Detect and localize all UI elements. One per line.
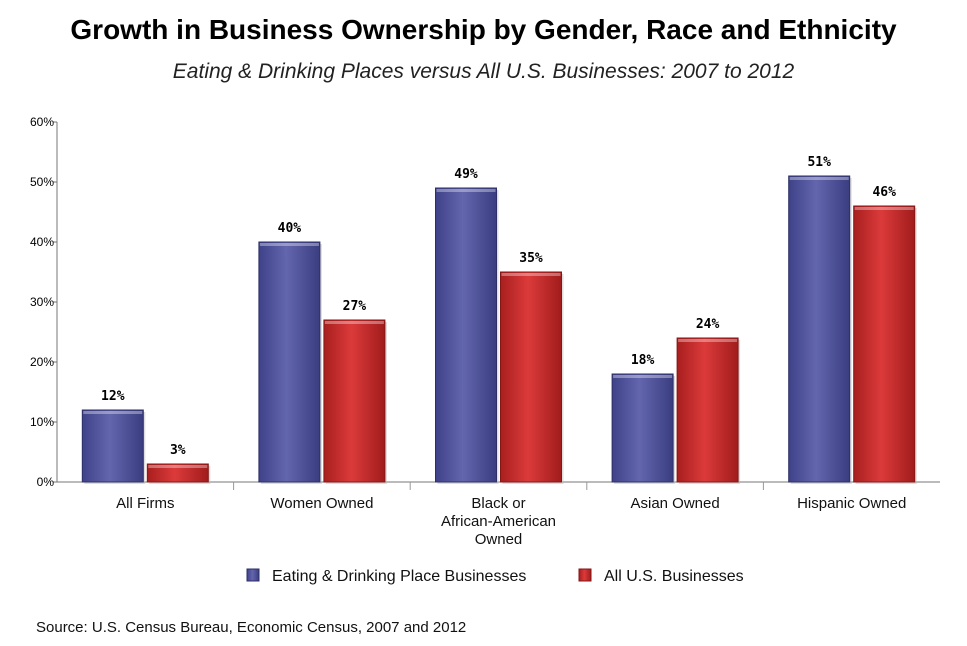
bar xyxy=(258,241,321,483)
bar xyxy=(853,205,916,483)
legend-label: All U.S. Businesses xyxy=(604,568,744,585)
x-category-label: Hispanic Owned xyxy=(797,495,906,512)
chart-subtitle: Eating & Drinking Places versus All U.S.… xyxy=(172,60,795,83)
data-label: 35% xyxy=(519,251,543,266)
bar xyxy=(81,409,144,483)
x-category-label: Women Owned xyxy=(270,495,373,512)
data-label: 24% xyxy=(696,317,720,332)
bar-highlight xyxy=(259,243,319,246)
bar xyxy=(500,271,562,483)
bar-highlight xyxy=(501,273,561,276)
bar-highlight xyxy=(678,339,738,342)
legend-swatch xyxy=(246,568,260,582)
y-tick-label: 50% xyxy=(30,175,54,189)
bar-highlight xyxy=(436,189,496,192)
y-tick-label: 40% xyxy=(30,235,54,249)
y-tick-label: 0% xyxy=(37,475,55,489)
bar-highlight xyxy=(854,207,914,210)
bar xyxy=(788,175,851,483)
data-label: 49% xyxy=(454,167,478,182)
data-label: 3% xyxy=(170,443,186,458)
bar-highlight xyxy=(324,321,384,324)
chart-title: Growth in Business Ownership by Gender, … xyxy=(70,14,897,45)
data-label: 27% xyxy=(343,299,367,314)
bar xyxy=(435,187,497,483)
bar xyxy=(146,463,209,483)
bar xyxy=(611,373,674,483)
data-label: 46% xyxy=(872,185,896,200)
x-category-label: All Firms xyxy=(116,495,174,512)
data-label: 51% xyxy=(807,155,831,170)
x-category-label: Asian Owned xyxy=(630,495,719,512)
y-tick-label: 10% xyxy=(30,415,54,429)
y-tick-label: 20% xyxy=(30,355,54,369)
y-tick-label: 30% xyxy=(30,295,54,309)
bar-highlight xyxy=(148,465,208,468)
data-label: 12% xyxy=(101,389,125,404)
source-note: Source: U.S. Census Bureau, Economic Cen… xyxy=(36,619,467,636)
bar-highlight xyxy=(789,177,849,180)
y-tick-label: 60% xyxy=(30,115,54,129)
x-category-label: Black or African-American Owned xyxy=(441,495,556,548)
data-label: 18% xyxy=(631,353,655,368)
bar xyxy=(676,337,739,483)
legend-swatch xyxy=(578,568,592,582)
bar-highlight xyxy=(613,375,673,378)
bar xyxy=(323,319,386,483)
bar-highlight xyxy=(83,411,143,414)
legend-label: Eating & Drinking Place Businesses xyxy=(272,568,526,585)
data-label: 40% xyxy=(278,221,302,236)
